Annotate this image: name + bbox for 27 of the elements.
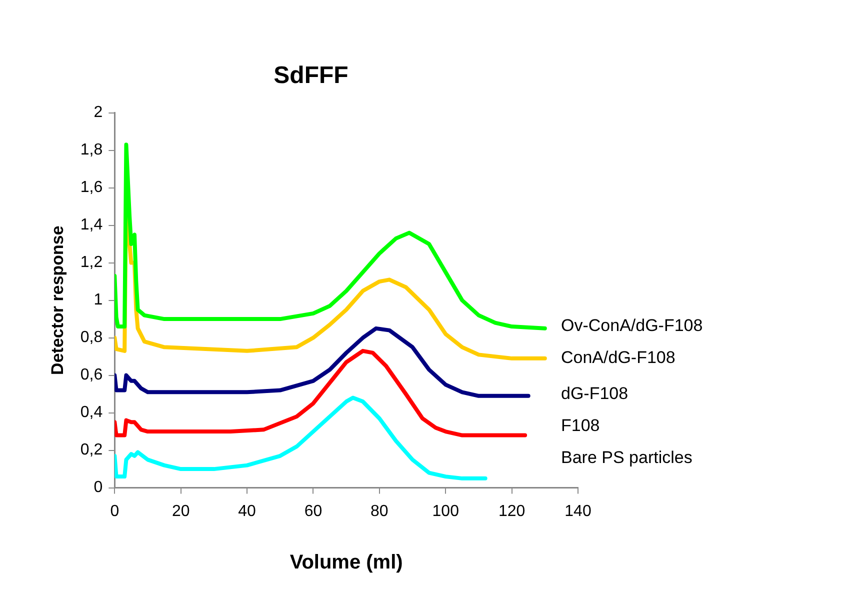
series-label: Ov-ConA/dG-F108 <box>561 316 703 336</box>
y-tick-label: 1,6 <box>80 179 103 196</box>
text: Bare PS particles <box>561 448 692 468</box>
series-label: ConA/dG-F108 <box>561 348 676 368</box>
x-tick-label: 140 <box>564 502 592 520</box>
y-tick-label: 2 <box>94 104 103 122</box>
x-tick-label: 0 <box>110 502 120 520</box>
x-tick-label: 100 <box>432 502 460 520</box>
y-axis-title: Detector response <box>48 226 67 375</box>
y-tick-label: 0,4 <box>80 404 103 422</box>
text: F108 <box>561 416 600 436</box>
y-tick-label: 1,8 <box>80 142 103 159</box>
y-tick-label: 0,8 <box>80 329 103 346</box>
y-tick-label: 0,2 <box>80 442 103 459</box>
series-label: dG-F108 <box>561 384 628 404</box>
x-tick-label: 60 <box>304 502 322 520</box>
x-axis-title: Volume (ml) <box>290 552 403 574</box>
x-tick-label: 40 <box>238 502 256 520</box>
y-tick-label: 1,4 <box>80 216 103 234</box>
y-tick-label: 1,2 <box>80 254 103 272</box>
x-tick-label: 120 <box>498 502 526 520</box>
x-tick-label: 20 <box>172 502 190 520</box>
x-tick-label: 80 <box>370 502 388 520</box>
chart-title: SdFFF <box>274 62 348 90</box>
y-tick-label: 0,6 <box>80 366 103 384</box>
y-tick-label: 0 <box>94 479 103 496</box>
y-tick-label: 1 <box>94 292 103 309</box>
